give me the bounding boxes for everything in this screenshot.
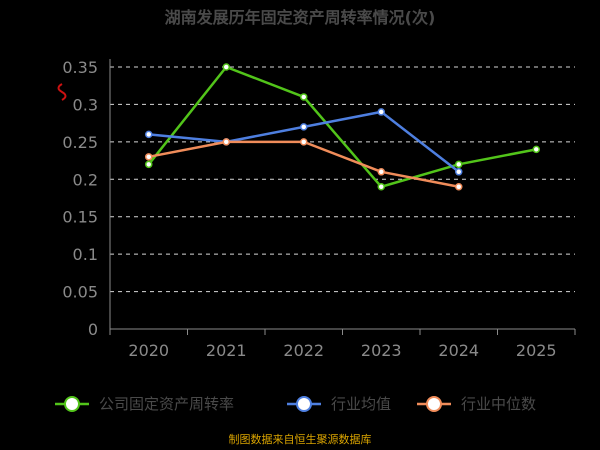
data-point	[300, 93, 308, 101]
data-point	[532, 145, 540, 154]
legend-item[interactable]: 行业均值	[287, 395, 391, 413]
y-tick-labels: 0 0.05 0.1 0.15 0.2 0.25 0.3 0.35	[62, 58, 98, 339]
legend-item[interactable]: 行业中位数	[417, 395, 536, 413]
series-3	[145, 138, 463, 191]
y-tick-label: 0	[88, 320, 98, 339]
y-tick-label: 0.2	[73, 170, 98, 189]
legend-label: 公司固定资产周转率	[99, 395, 234, 413]
series-line	[147, 65, 537, 189]
data-point	[222, 138, 230, 146]
legend-swatch-marker	[296, 396, 312, 412]
grid-lines	[110, 66, 575, 293]
series-1	[145, 63, 540, 191]
data-point	[300, 123, 308, 131]
series-line	[148, 140, 459, 188]
data-point	[455, 183, 463, 191]
data-point	[145, 160, 153, 169]
x-tick-label: 2024	[438, 341, 479, 360]
data-source-note: 制图数据来自恒生聚源数据库	[229, 432, 372, 446]
legend-label: 行业均值	[331, 395, 391, 413]
y-tick-label: 0.1	[73, 245, 98, 264]
series-lines	[145, 63, 540, 191]
data-point	[377, 168, 385, 176]
series-2	[145, 108, 463, 176]
axes	[109, 59, 576, 335]
x-tick-label: 2025	[516, 341, 557, 360]
data-point	[455, 160, 463, 169]
data-point	[145, 153, 153, 161]
axis-marker-icon	[57, 83, 67, 101]
legend-swatch-marker	[426, 396, 442, 412]
x-tick-label: 2021	[206, 341, 247, 360]
data-point	[300, 138, 308, 146]
data-point	[222, 63, 230, 71]
x-tick-label: 2022	[283, 341, 324, 360]
data-point	[377, 183, 385, 191]
y-tick-label: 0.25	[62, 133, 98, 152]
chart-title: 湖南发展历年固定资产周转率情况(次)	[165, 8, 436, 27]
data-point	[145, 130, 153, 139]
legend-label: 行业中位数	[461, 395, 536, 413]
x-tick-label: 2023	[361, 341, 402, 360]
data-point	[455, 168, 463, 176]
y-tick-label: 0.3	[73, 95, 98, 114]
y-tick-label: 0.05	[62, 283, 98, 302]
data-point	[377, 108, 385, 116]
legend-swatch-marker	[64, 396, 80, 412]
legend-item[interactable]: 公司固定资产周转率	[55, 395, 234, 413]
y-tick-label: 0.15	[62, 208, 98, 227]
x-tick-labels: 2020 2021 2022 2023 2024 2025	[128, 341, 556, 360]
legend[interactable]: 公司固定资产周转率 行业均值 行业中位数	[55, 395, 536, 413]
y-tick-label: 0.35	[62, 58, 98, 77]
x-tick-label: 2020	[128, 341, 169, 360]
